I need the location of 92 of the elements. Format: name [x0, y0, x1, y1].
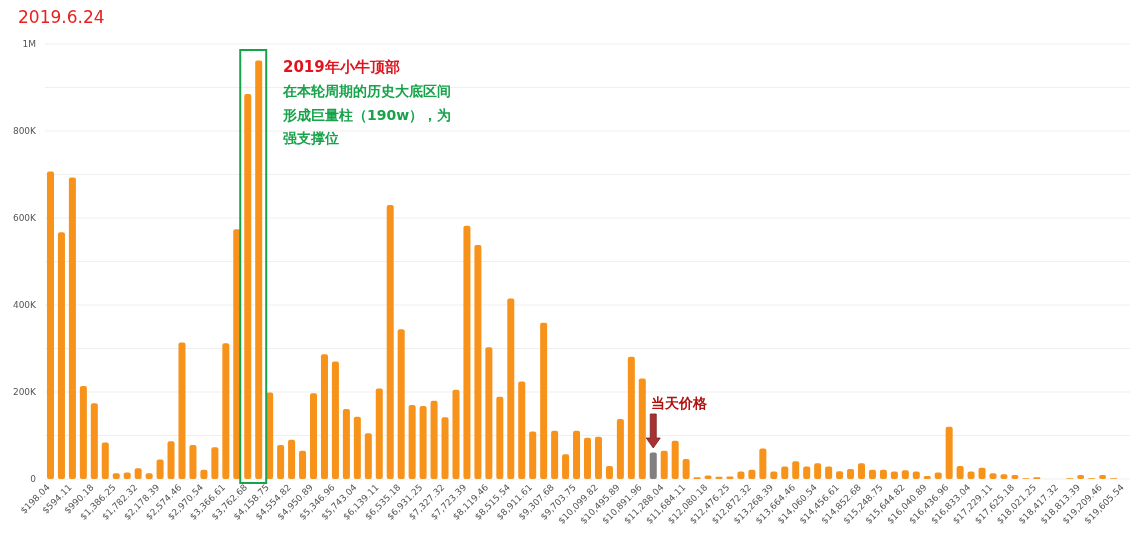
bar	[890, 471, 898, 479]
annotation: 形成巨量柱（190w），为	[282, 107, 452, 123]
bar	[156, 459, 164, 479]
bar	[68, 177, 76, 479]
bar	[485, 347, 493, 479]
bar	[671, 440, 679, 479]
bar	[627, 356, 635, 479]
bar	[463, 225, 471, 479]
bar	[594, 436, 602, 479]
bar	[200, 469, 208, 479]
bar	[540, 322, 548, 479]
bar	[803, 466, 811, 479]
bar	[978, 467, 986, 479]
bar	[57, 232, 65, 479]
bar	[46, 171, 54, 479]
bar	[759, 448, 767, 479]
bar	[255, 60, 263, 479]
bar	[1099, 475, 1107, 479]
bar	[551, 430, 559, 479]
bar	[573, 430, 581, 479]
bar	[386, 204, 394, 479]
bar	[562, 454, 570, 479]
bar	[934, 472, 942, 479]
bar	[879, 469, 887, 479]
bar	[364, 433, 372, 479]
bar	[178, 342, 186, 479]
bar	[408, 405, 416, 479]
bar	[638, 378, 646, 479]
bar	[112, 473, 120, 479]
y-tick-label: 0	[30, 474, 37, 484]
bar	[847, 469, 855, 479]
bar	[101, 442, 109, 479]
bar	[288, 439, 296, 479]
bar	[375, 388, 383, 479]
bar	[342, 408, 350, 479]
bar	[496, 396, 504, 479]
bar	[277, 445, 285, 479]
y-tick-label: 1M	[22, 39, 36, 49]
annotation: 2019年小牛顶部	[283, 58, 400, 76]
bar	[616, 418, 624, 479]
bar	[945, 426, 953, 479]
bar	[901, 470, 909, 479]
chart-title: 2019.6.24	[18, 7, 105, 27]
y-tick-label: 800K	[12, 126, 38, 136]
bar	[507, 298, 515, 479]
annotation: 在本轮周期的历史大底区间	[282, 83, 451, 99]
bar	[79, 385, 87, 479]
bar	[857, 463, 865, 479]
bar	[310, 393, 318, 479]
annotation: 强支撑位	[283, 130, 339, 146]
bar	[1077, 475, 1085, 479]
bar	[222, 343, 230, 479]
annotation: 当天价格	[651, 395, 708, 411]
bar	[518, 381, 526, 479]
bar	[529, 431, 537, 479]
bar	[474, 244, 482, 479]
bar	[649, 452, 657, 479]
bar	[353, 416, 361, 479]
bar	[397, 329, 405, 479]
bar	[836, 471, 844, 479]
bar	[770, 471, 778, 479]
bar	[660, 450, 668, 479]
y-tick-label: 600K	[12, 213, 38, 223]
bar	[134, 468, 142, 479]
bar	[452, 389, 460, 479]
bar	[956, 465, 964, 479]
bar	[814, 463, 822, 479]
bar	[868, 469, 876, 479]
bar	[123, 472, 131, 479]
bar	[792, 461, 800, 479]
bar	[825, 466, 833, 479]
bar	[419, 405, 427, 479]
bar	[583, 437, 592, 479]
bar	[244, 94, 252, 479]
bar	[989, 473, 997, 479]
bar	[748, 469, 756, 479]
bar	[441, 417, 449, 479]
bar	[211, 447, 219, 479]
bar	[912, 471, 920, 479]
bar	[320, 354, 328, 479]
bar	[189, 445, 197, 479]
bar	[430, 400, 438, 479]
bar	[331, 361, 339, 479]
bar	[299, 450, 307, 479]
bar	[145, 473, 153, 479]
y-tick-label: 200K	[12, 387, 38, 397]
bar	[682, 458, 690, 479]
y-tick-label: 400K	[12, 300, 38, 310]
bar	[781, 466, 789, 479]
bar	[605, 465, 613, 479]
bar	[90, 403, 98, 479]
bar	[167, 441, 175, 479]
